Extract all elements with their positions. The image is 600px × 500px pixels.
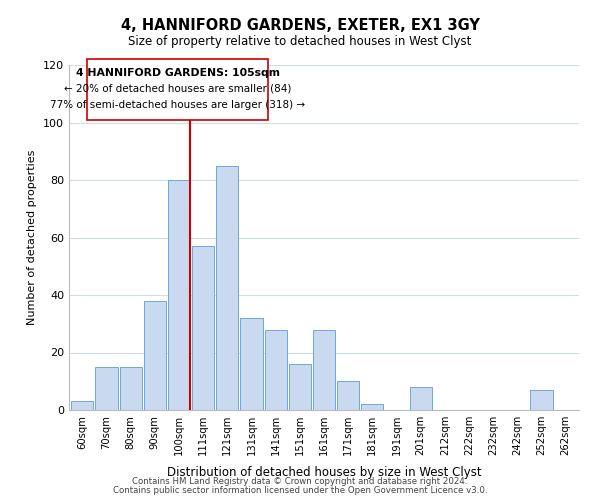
Bar <box>265 330 287 410</box>
Bar <box>241 318 263 410</box>
Bar <box>119 367 142 410</box>
Text: 4 HANNIFORD GARDENS: 105sqm: 4 HANNIFORD GARDENS: 105sqm <box>76 68 280 78</box>
Bar <box>289 364 311 410</box>
Bar <box>530 390 553 410</box>
Bar <box>168 180 190 410</box>
Text: Contains public sector information licensed under the Open Government Licence v3: Contains public sector information licen… <box>113 486 487 495</box>
Text: 77% of semi-detached houses are larger (318) →: 77% of semi-detached houses are larger (… <box>50 100 305 110</box>
Bar <box>361 404 383 410</box>
Bar <box>337 381 359 410</box>
Bar <box>71 402 94 410</box>
Text: ← 20% of detached houses are smaller (84): ← 20% of detached houses are smaller (84… <box>64 84 291 94</box>
Bar <box>143 300 166 410</box>
FancyBboxPatch shape <box>86 60 268 120</box>
Bar <box>313 330 335 410</box>
Text: Contains HM Land Registry data © Crown copyright and database right 2024.: Contains HM Land Registry data © Crown c… <box>132 477 468 486</box>
Bar <box>216 166 238 410</box>
Text: Size of property relative to detached houses in West Clyst: Size of property relative to detached ho… <box>128 35 472 48</box>
X-axis label: Distribution of detached houses by size in West Clyst: Distribution of detached houses by size … <box>167 466 481 479</box>
Bar <box>410 387 432 410</box>
Bar <box>95 367 118 410</box>
Text: 4, HANNIFORD GARDENS, EXETER, EX1 3GY: 4, HANNIFORD GARDENS, EXETER, EX1 3GY <box>121 18 479 32</box>
Y-axis label: Number of detached properties: Number of detached properties <box>28 150 37 325</box>
Bar <box>192 246 214 410</box>
